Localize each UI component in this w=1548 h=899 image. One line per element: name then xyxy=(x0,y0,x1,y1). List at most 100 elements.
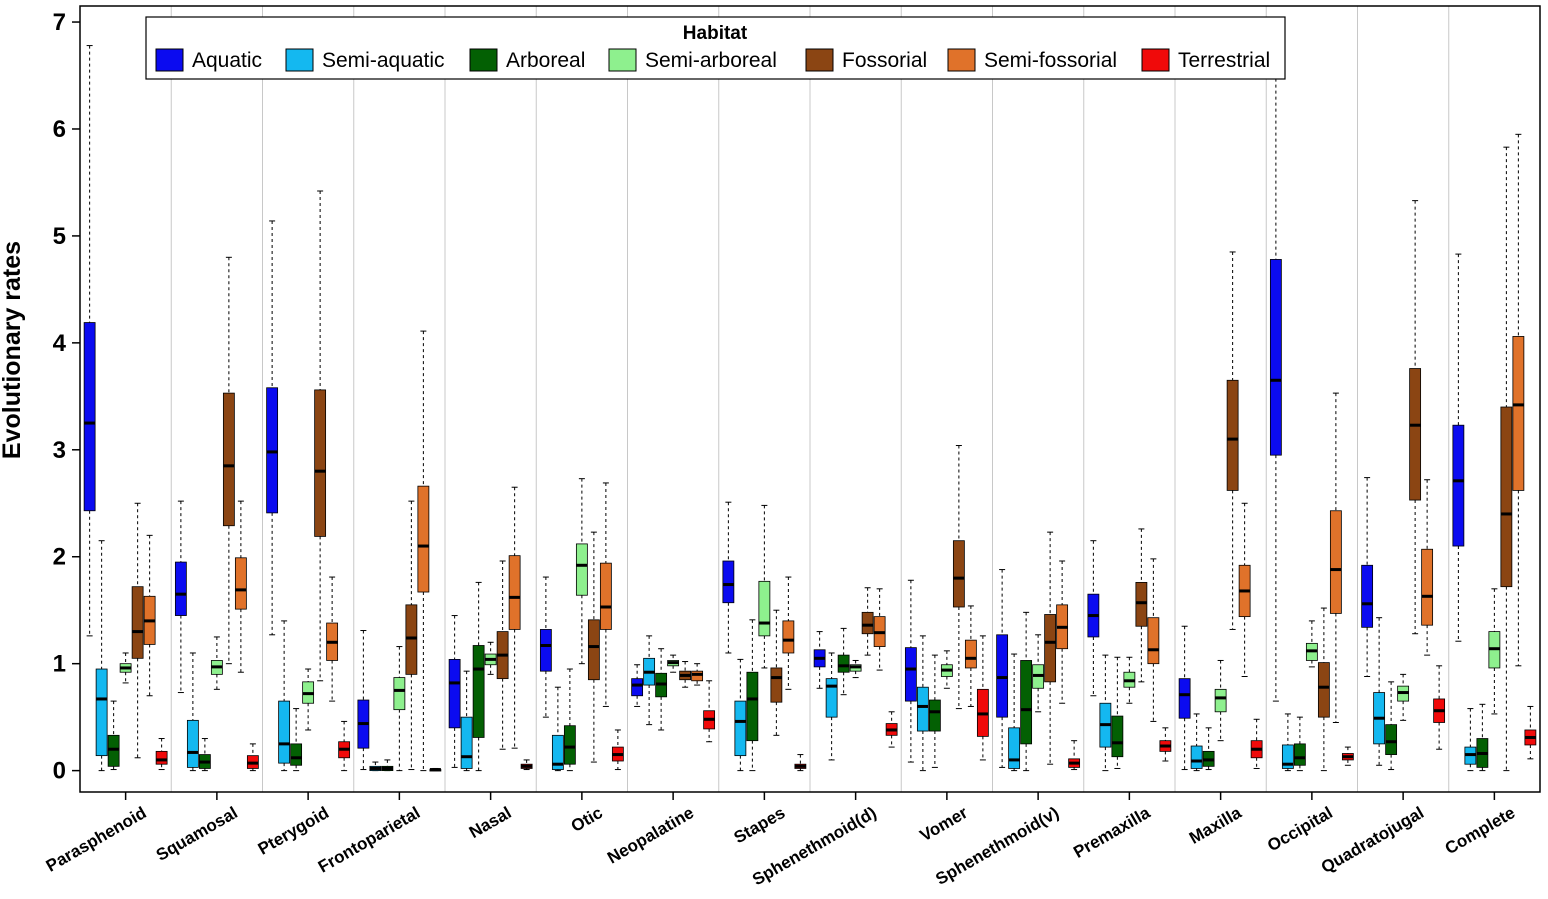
box-iqr xyxy=(107,734,120,767)
box-semi-arboreal xyxy=(1397,673,1410,721)
box-terrestrial xyxy=(1524,705,1537,760)
box-semi-arboreal xyxy=(575,478,588,665)
x-axis: Parasphenoid Squamosal PterygoidFrontopari… xyxy=(43,792,1519,889)
box-iqr xyxy=(825,678,838,718)
box-iqr xyxy=(722,560,735,604)
y-tick-label: 7 xyxy=(53,9,66,36)
legend-label: Semi-fossorial xyxy=(984,49,1117,72)
box-terrestrial xyxy=(1433,665,1446,750)
legend-frame xyxy=(145,16,1286,80)
box-iqr xyxy=(1214,688,1227,713)
x-tick-label: Frontoparietal xyxy=(315,803,423,877)
box-iqr xyxy=(1020,660,1033,745)
box-iqr xyxy=(1409,368,1422,501)
y-tick-label: 6 xyxy=(53,116,66,143)
box-semi-aquatic xyxy=(369,761,382,772)
box-semi-fossorial xyxy=(691,663,704,686)
box-iqr xyxy=(83,322,96,512)
box-fossorial xyxy=(587,531,600,763)
box-iqr xyxy=(1147,617,1160,665)
legend-label: Fossorial xyxy=(842,49,927,72)
box-terrestrial xyxy=(976,635,989,761)
box-aquatic xyxy=(1269,30,1282,702)
box-arboreal xyxy=(107,700,120,771)
box-iqr xyxy=(782,620,795,654)
box-semi-aquatic xyxy=(734,658,747,772)
box-iqr xyxy=(1421,548,1434,626)
box-fossorial xyxy=(314,190,327,682)
box-semi-fossorial xyxy=(1512,133,1525,667)
box-iqr xyxy=(575,543,588,596)
box-arboreal xyxy=(290,708,303,772)
box-semi-aquatic xyxy=(1373,617,1386,766)
box-semi-aquatic xyxy=(551,686,564,772)
box-arboreal xyxy=(837,627,850,696)
box-iqr xyxy=(1329,510,1342,614)
box-semi-fossorial xyxy=(326,576,339,702)
box-iqr xyxy=(1317,662,1330,718)
box-semi-fossorial xyxy=(143,534,156,697)
box-iqr xyxy=(952,540,965,608)
box-iqr xyxy=(1361,564,1374,628)
box-semi-aquatic xyxy=(825,652,838,761)
box-iqr xyxy=(539,629,552,672)
box-iqr xyxy=(290,743,303,766)
x-tick-label: Vomer xyxy=(917,803,972,845)
box-arboreal xyxy=(472,581,485,772)
box-iqr xyxy=(861,611,874,635)
box-iqr xyxy=(1385,724,1398,755)
box-iqr xyxy=(1512,336,1525,491)
box-iqr xyxy=(758,580,771,637)
legend-items: Aquatic Semi-aquatic Arboreal Semi-arboreal… xyxy=(155,48,1270,72)
box-fossorial xyxy=(1317,607,1330,772)
box-arboreal xyxy=(1293,716,1306,772)
box-iqr xyxy=(964,639,977,669)
box-arboreal xyxy=(563,668,576,772)
box-semi-arboreal xyxy=(119,652,132,684)
box-semi-fossorial xyxy=(1056,560,1069,704)
box-series xyxy=(83,30,1537,772)
box-fossorial xyxy=(131,502,144,759)
x-tick-label: Complete xyxy=(1442,803,1519,858)
box-semi-fossorial xyxy=(782,576,795,690)
box-aquatic xyxy=(813,631,826,689)
box-iqr xyxy=(746,671,759,742)
legend-label: Arboreal xyxy=(506,49,585,72)
box-fossorial xyxy=(861,587,874,656)
x-tick-label: Quadratojugal xyxy=(1318,803,1427,877)
box-aquatic xyxy=(722,501,735,654)
box-semi-arboreal xyxy=(1214,659,1227,742)
legend-swatch xyxy=(805,48,834,72)
x-tick-label: Squamosal xyxy=(153,803,241,865)
box-iqr xyxy=(928,699,941,732)
box-terrestrial xyxy=(338,720,351,772)
x-tick-label: Occipital xyxy=(1264,803,1336,855)
box-semi-aquatic xyxy=(643,635,656,726)
box-terrestrial xyxy=(1341,746,1354,766)
box-aquatic xyxy=(1087,540,1100,697)
box-arboreal xyxy=(198,738,211,772)
plot-frame xyxy=(79,5,1541,793)
x-tick-label: Pterygoid xyxy=(255,803,332,859)
box-arboreal xyxy=(1202,727,1215,771)
box-semi-aquatic xyxy=(1464,708,1477,772)
legend-swatch xyxy=(155,48,184,72)
box-aquatic xyxy=(631,664,644,707)
box-iqr xyxy=(599,562,612,630)
legend-swatch xyxy=(469,48,498,72)
box-terrestrial xyxy=(246,743,259,772)
y-tick-label: 3 xyxy=(53,437,66,464)
legend-swatch xyxy=(608,48,637,72)
box-semi-fossorial xyxy=(1329,392,1342,723)
box-iqr xyxy=(1044,614,1057,683)
box-fossorial xyxy=(1135,528,1148,683)
box-iqr xyxy=(587,619,600,681)
box-aquatic xyxy=(83,45,96,637)
box-aquatic xyxy=(1452,253,1465,642)
box-arboreal xyxy=(1020,611,1033,772)
box-arboreal xyxy=(1476,703,1489,772)
legend-label: Semi-aquatic xyxy=(322,49,445,72)
box-fossorial xyxy=(496,560,509,750)
box-iqr xyxy=(95,668,108,757)
y-tick-label: 2 xyxy=(53,544,66,571)
